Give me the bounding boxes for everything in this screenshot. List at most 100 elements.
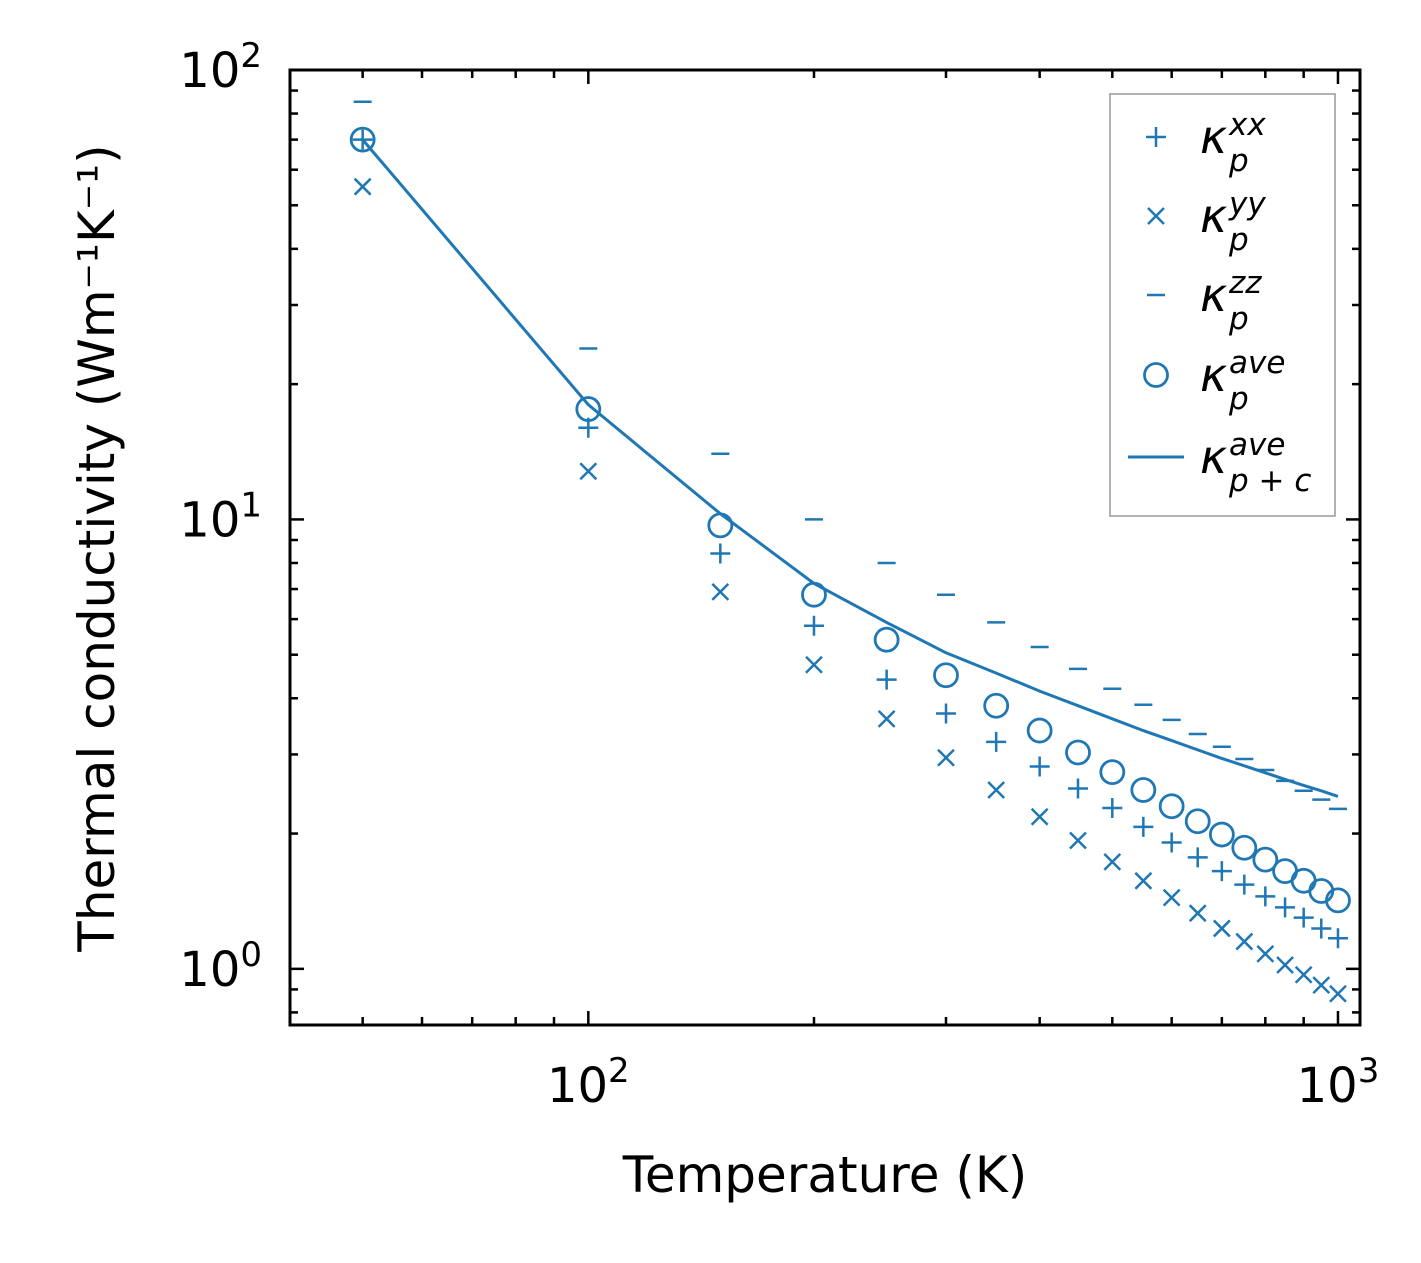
data-point-yy	[1276, 956, 1294, 974]
legend-label-ave-p-c: κ	[1200, 430, 1227, 484]
legend-kappa: κ	[1200, 110, 1227, 164]
data-point-yy	[1134, 871, 1153, 890]
data-point-yy	[1235, 932, 1254, 951]
legend-label-xx: κ	[1200, 110, 1227, 164]
x-tick-label-base: 10	[1297, 1058, 1358, 1114]
data-point-xx	[1102, 797, 1123, 818]
data-point-ave	[1231, 834, 1258, 861]
legend-symbol-yy	[1147, 207, 1165, 225]
data-point-yy	[1312, 976, 1331, 995]
data-point-xx	[1275, 897, 1296, 918]
legend-subscript: p	[1228, 381, 1249, 417]
x-tick-label-exponent: 3	[1358, 1051, 1380, 1091]
legend-superscript: zz	[1228, 265, 1262, 301]
x-tick-label-base: 10	[547, 1058, 608, 1114]
data-point-ave	[1130, 777, 1157, 803]
data-point-ave	[1208, 821, 1235, 848]
legend-kappa: κ	[1200, 189, 1227, 243]
data-point-yy	[1256, 944, 1275, 963]
series-ave-p-c	[361, 138, 1339, 798]
data-point-yy	[987, 781, 1006, 799]
data-point-ave	[1325, 887, 1351, 914]
series-line	[361, 138, 1339, 798]
data-point-ave	[349, 126, 376, 153]
legend-superscript: ave	[1229, 345, 1285, 381]
legend-subscript: p	[1228, 143, 1249, 179]
y-tick-label-base: 10	[179, 43, 240, 99]
data-point-xx	[1211, 861, 1232, 882]
data-point-ave	[1158, 793, 1185, 820]
data-point-xx	[1133, 816, 1154, 837]
y-tick-label-exponent: 1	[240, 485, 262, 525]
data-point-yy	[353, 177, 372, 196]
data-point-xx	[1327, 928, 1348, 949]
y-tick-label-exponent: 2	[240, 36, 262, 76]
data-point-ave	[873, 626, 900, 653]
data-point-yy	[1212, 919, 1231, 938]
series-ave	[349, 126, 1351, 914]
legend-symbol-xx	[1146, 127, 1166, 147]
data-point-ave	[1099, 759, 1126, 786]
data-point-ave	[933, 662, 959, 689]
data-point-ave	[1252, 846, 1279, 873]
y-tick-label: 101	[179, 485, 262, 548]
data-point-yy	[1329, 984, 1347, 1003]
x-tick-label: 102	[547, 1051, 630, 1114]
legend-kappa: κ	[1200, 430, 1227, 484]
data-point-yy	[1030, 807, 1049, 826]
data-point-ave	[1184, 808, 1211, 835]
legend-box	[1109, 93, 1336, 517]
data-point-xx	[1068, 778, 1088, 799]
data-point-yy	[937, 748, 955, 767]
data-point-yy	[579, 462, 598, 481]
data-point-ave	[1065, 739, 1091, 766]
legend-superscript: yy	[1228, 186, 1266, 222]
legend-superscript: ave	[1229, 427, 1285, 463]
x-tick-label-exponent: 2	[608, 1051, 630, 1091]
data-point-xx	[1187, 847, 1208, 868]
y-axis-label: Thermal conductivity (Wm⁻¹K⁻¹)	[68, 144, 126, 952]
data-point-xx	[935, 703, 956, 724]
legend-superscript: xx	[1228, 107, 1266, 143]
legend-subscript: p	[1228, 222, 1249, 258]
data-point-yy	[1294, 965, 1313, 984]
plot-frame	[288, 68, 1362, 1027]
data-point-yy	[1069, 831, 1087, 850]
y-tick-label: 100	[179, 935, 262, 998]
data-point-yy	[1188, 904, 1207, 923]
data-point-xx	[1255, 886, 1276, 907]
data-point-xx	[1234, 874, 1255, 895]
legend-subscript: p	[1228, 301, 1249, 337]
x-tick-label: 103	[1297, 1051, 1380, 1114]
data-point-xx	[876, 669, 897, 690]
data-point-xx	[1293, 907, 1314, 928]
data-point-yy	[877, 709, 896, 728]
legend-symbol-ave	[1143, 362, 1169, 388]
y-tick-label: 102	[179, 36, 262, 99]
legend-label-zz: κ	[1200, 268, 1227, 322]
series-xx	[352, 129, 1348, 949]
x-axis-label: Temperature (K)	[622, 1146, 1027, 1204]
data-point-ave	[983, 692, 1010, 719]
data-point-yy	[1162, 888, 1181, 907]
data-point-xx	[710, 543, 731, 564]
data-point-yy	[711, 582, 730, 601]
series-yy	[353, 177, 1347, 1003]
data-marks	[349, 100, 1351, 1003]
y-tick-label-base: 10	[179, 942, 240, 998]
legend-label-yy: κ	[1200, 189, 1227, 243]
legend-kappa: κ	[1200, 268, 1227, 322]
data-point-yy	[805, 655, 823, 674]
legend-subscript: p + c	[1228, 463, 1311, 499]
data-point-xx	[1029, 756, 1050, 777]
data-point-yy	[1103, 852, 1122, 871]
legend-label-ave: κ	[1200, 348, 1227, 402]
data-point-ave	[575, 396, 602, 422]
y-tick-label-exponent: 0	[240, 935, 262, 975]
data-point-xx	[803, 615, 824, 636]
y-tick-label-base: 10	[179, 492, 240, 548]
data-point-ave	[1026, 717, 1053, 744]
